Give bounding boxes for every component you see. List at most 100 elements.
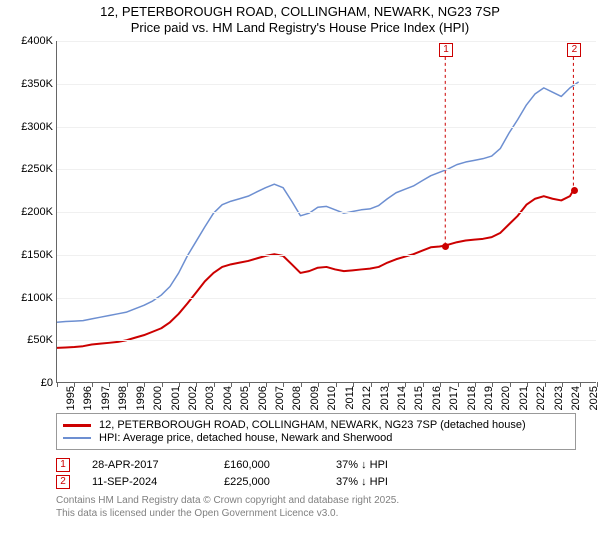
sale-delta: 37% ↓ HPI (336, 459, 436, 471)
y-axis-label: £250K (21, 163, 53, 175)
legend-row: HPI: Average price, detached house, Newa… (63, 432, 569, 444)
legend-label: 12, PETERBOROUGH ROAD, COLLINGHAM, NEWAR… (99, 419, 526, 431)
legend-row: 12, PETERBOROUGH ROAD, COLLINGHAM, NEWAR… (63, 419, 569, 431)
gridline (57, 127, 596, 128)
x-axis-label: 2000 (152, 386, 164, 410)
x-tick (527, 382, 528, 387)
x-axis-label: 2006 (257, 386, 269, 410)
x-tick (510, 382, 511, 387)
x-tick (475, 382, 476, 387)
sale-row: 211-SEP-2024£225,00037% ↓ HPI (56, 475, 576, 489)
x-tick (545, 382, 546, 387)
legend: 12, PETERBOROUGH ROAD, COLLINGHAM, NEWAR… (56, 413, 576, 450)
x-axis-label: 2024 (570, 386, 582, 410)
sale-price: £160,000 (224, 459, 314, 471)
y-axis-label: £50K (27, 334, 53, 346)
x-axis-label: 2002 (187, 386, 199, 410)
y-axis-label: £100K (21, 292, 53, 304)
legend-swatch (63, 424, 91, 427)
x-axis-label: 2017 (448, 386, 460, 410)
x-tick (597, 382, 598, 387)
sale-marker-dot (571, 187, 578, 194)
x-tick (162, 382, 163, 387)
x-tick (388, 382, 389, 387)
gridline (57, 340, 596, 341)
x-tick (580, 382, 581, 387)
x-axis-label: 2010 (327, 386, 339, 410)
x-tick (440, 382, 441, 387)
gridline (57, 41, 596, 42)
x-tick (371, 382, 372, 387)
x-tick (336, 382, 337, 387)
legend-swatch (63, 437, 91, 439)
x-tick (266, 382, 267, 387)
x-axis-label: 2005 (239, 386, 251, 410)
x-axis-label: 2015 (414, 386, 426, 410)
x-axis-label: 2011 (344, 386, 356, 410)
x-axis-label: 2019 (483, 386, 495, 410)
x-axis-label: 2009 (309, 386, 321, 410)
y-axis-label: £350K (21, 78, 53, 90)
x-axis-label: 2001 (170, 386, 182, 410)
x-axis-label: 2025 (588, 386, 600, 410)
title-subtitle: Price paid vs. HM Land Registry's House … (8, 20, 592, 35)
x-tick (562, 382, 563, 387)
x-axis-label: 2016 (431, 386, 443, 410)
y-axis-label: £400K (21, 35, 53, 47)
x-axis-label: 1995 (65, 386, 77, 410)
gridline (57, 169, 596, 170)
x-axis-label: 1999 (135, 386, 147, 410)
y-axis-label: £150K (21, 249, 53, 261)
x-tick (109, 382, 110, 387)
x-axis-label: 1997 (100, 386, 112, 410)
x-tick (144, 382, 145, 387)
gridline (57, 212, 596, 213)
x-tick (492, 382, 493, 387)
x-tick (231, 382, 232, 387)
series-hpi (57, 82, 579, 322)
x-tick (301, 382, 302, 387)
sale-marker-box: 1 (439, 43, 453, 57)
gridline (57, 298, 596, 299)
x-tick (179, 382, 180, 387)
series-price_paid (57, 190, 573, 348)
chart-title: 12, PETERBOROUGH ROAD, COLLINGHAM, NEWAR… (8, 4, 592, 35)
x-tick (353, 382, 354, 387)
x-axis-label: 2014 (396, 386, 408, 410)
x-axis-label: 2022 (536, 386, 548, 410)
x-tick (318, 382, 319, 387)
x-axis-label: 2003 (205, 386, 217, 410)
x-tick (423, 382, 424, 387)
sale-marker-icon: 2 (56, 475, 70, 489)
x-tick (57, 382, 58, 387)
y-axis-label: £0 (41, 377, 53, 389)
x-axis-label: 2018 (466, 386, 478, 410)
chart-container: 12, PETERBOROUGH ROAD, COLLINGHAM, NEWAR… (0, 0, 600, 560)
x-tick (405, 382, 406, 387)
footer-line2: This data is licensed under the Open Gov… (56, 508, 592, 521)
x-axis-label: 1998 (117, 386, 129, 410)
chart-area: £0£50K£100K£150K£200K£250K£300K£350K£400… (56, 41, 596, 411)
sale-marker-icon: 1 (56, 458, 70, 472)
legend-label: HPI: Average price, detached house, Newa… (99, 432, 392, 444)
x-tick (283, 382, 284, 387)
y-axis-label: £200K (21, 206, 53, 218)
plot-region: £0£50K£100K£150K£200K£250K£300K£350K£400… (56, 41, 596, 383)
title-address: 12, PETERBOROUGH ROAD, COLLINGHAM, NEWAR… (8, 4, 592, 19)
x-axis-label: 2007 (274, 386, 286, 410)
sale-events: 128-APR-2017£160,00037% ↓ HPI211-SEP-202… (56, 458, 576, 489)
x-tick (127, 382, 128, 387)
footer-attribution: Contains HM Land Registry data © Crown c… (56, 495, 592, 520)
x-tick (92, 382, 93, 387)
y-axis-label: £300K (21, 121, 53, 133)
x-axis-label: 2020 (501, 386, 513, 410)
x-tick (249, 382, 250, 387)
sale-marker-box: 2 (567, 43, 581, 57)
x-axis-label: 2023 (553, 386, 565, 410)
x-axis-label: 2004 (222, 386, 234, 410)
x-tick (458, 382, 459, 387)
gridline (57, 84, 596, 85)
x-axis-label: 2012 (361, 386, 373, 410)
x-tick (196, 382, 197, 387)
x-tick (214, 382, 215, 387)
